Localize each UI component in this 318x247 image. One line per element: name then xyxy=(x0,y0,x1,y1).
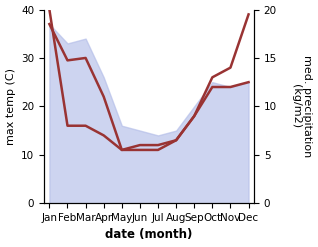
Y-axis label: max temp (C): max temp (C) xyxy=(5,68,16,145)
Y-axis label: med. precipitation
(kg/m2): med. precipitation (kg/m2) xyxy=(291,55,313,158)
X-axis label: date (month): date (month) xyxy=(105,228,193,242)
